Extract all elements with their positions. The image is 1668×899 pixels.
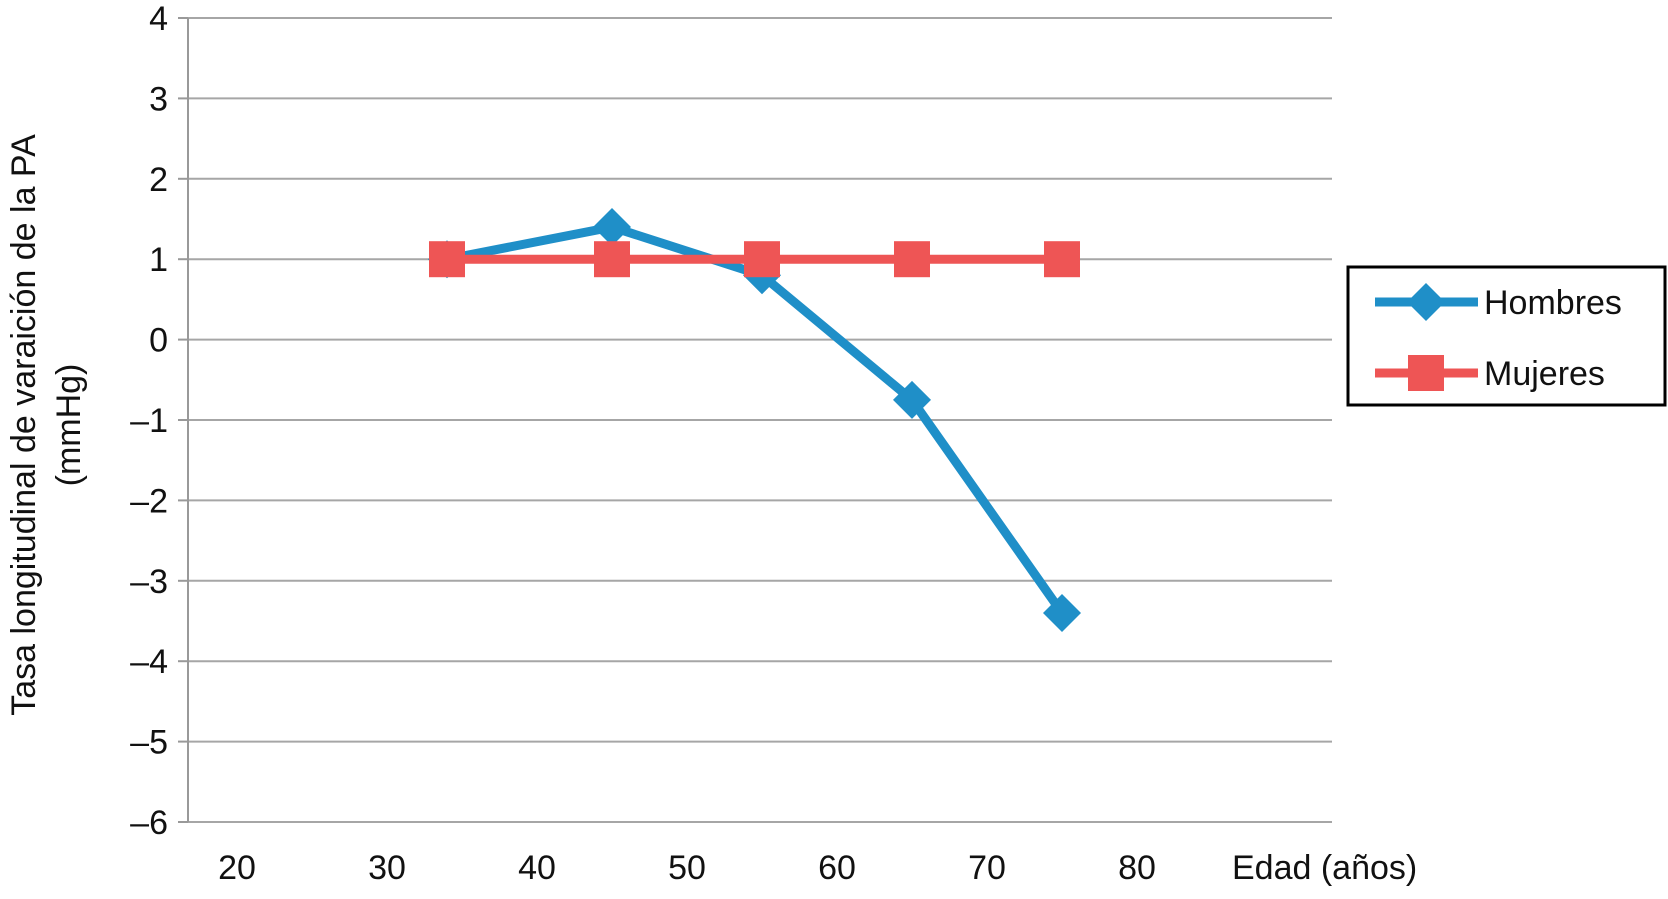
y-tick-label: 3 xyxy=(149,80,168,118)
y-tick-label: 0 xyxy=(149,322,168,360)
y-axis-title-line-1: Tasa longitudinal de varaición de la PA xyxy=(5,134,43,716)
y-tick-label: 2 xyxy=(149,161,168,199)
y-tick-label: 1 xyxy=(149,241,168,279)
x-tick-label: 30 xyxy=(368,849,406,887)
y-tick-label: –3 xyxy=(130,563,168,601)
data-point-mujeres xyxy=(744,241,780,278)
series-group xyxy=(428,208,1081,632)
y-axis-ticks: 4 3 2 1 0 –1 –2 –3 –4 –5 –6 xyxy=(130,0,188,842)
x-tick-label: 60 xyxy=(818,849,856,887)
data-point-hombres xyxy=(893,380,931,419)
legend-label: Hombres xyxy=(1484,284,1622,322)
y-tick-label: 4 xyxy=(149,0,168,38)
y-axis-title: Tasa longitudinal de varaición de la PA … xyxy=(5,134,88,716)
legend-box xyxy=(1346,265,1667,407)
x-tick-label: 70 xyxy=(968,849,1006,887)
y-tick-label: –6 xyxy=(130,804,168,842)
y-tick-label: –5 xyxy=(130,724,168,762)
x-tick-label: 50 xyxy=(668,849,706,887)
legend-label: Mujeres xyxy=(1484,355,1605,393)
x-axis-title: Edad (años) xyxy=(1232,849,1417,887)
x-tick-label: 20 xyxy=(218,849,256,887)
legend-items: Hombres Mujeres xyxy=(1375,283,1622,393)
data-point-hombres xyxy=(593,208,631,247)
x-tick-label: 40 xyxy=(518,849,556,887)
y-tick-label: –2 xyxy=(130,482,168,520)
y-tick-label: –4 xyxy=(130,643,168,681)
data-point-hombres xyxy=(1043,593,1081,632)
legend-swatch-marker xyxy=(1408,355,1444,391)
y-axis-title-line-2: (mmHg) xyxy=(50,364,88,487)
y-tick-label: –1 xyxy=(130,402,168,440)
data-point-mujeres xyxy=(594,241,630,278)
x-axis-ticks: 20 30 40 50 60 70 80 xyxy=(218,849,1156,887)
legend-swatch-marker xyxy=(1407,283,1445,321)
grid-lines xyxy=(188,17,1332,823)
data-point-mujeres xyxy=(1044,241,1080,278)
data-point-mujeres xyxy=(894,241,930,278)
data-point-mujeres xyxy=(429,241,465,278)
x-tick-label: 80 xyxy=(1118,849,1156,887)
legend: Hombres Mujeres xyxy=(1346,265,1667,407)
